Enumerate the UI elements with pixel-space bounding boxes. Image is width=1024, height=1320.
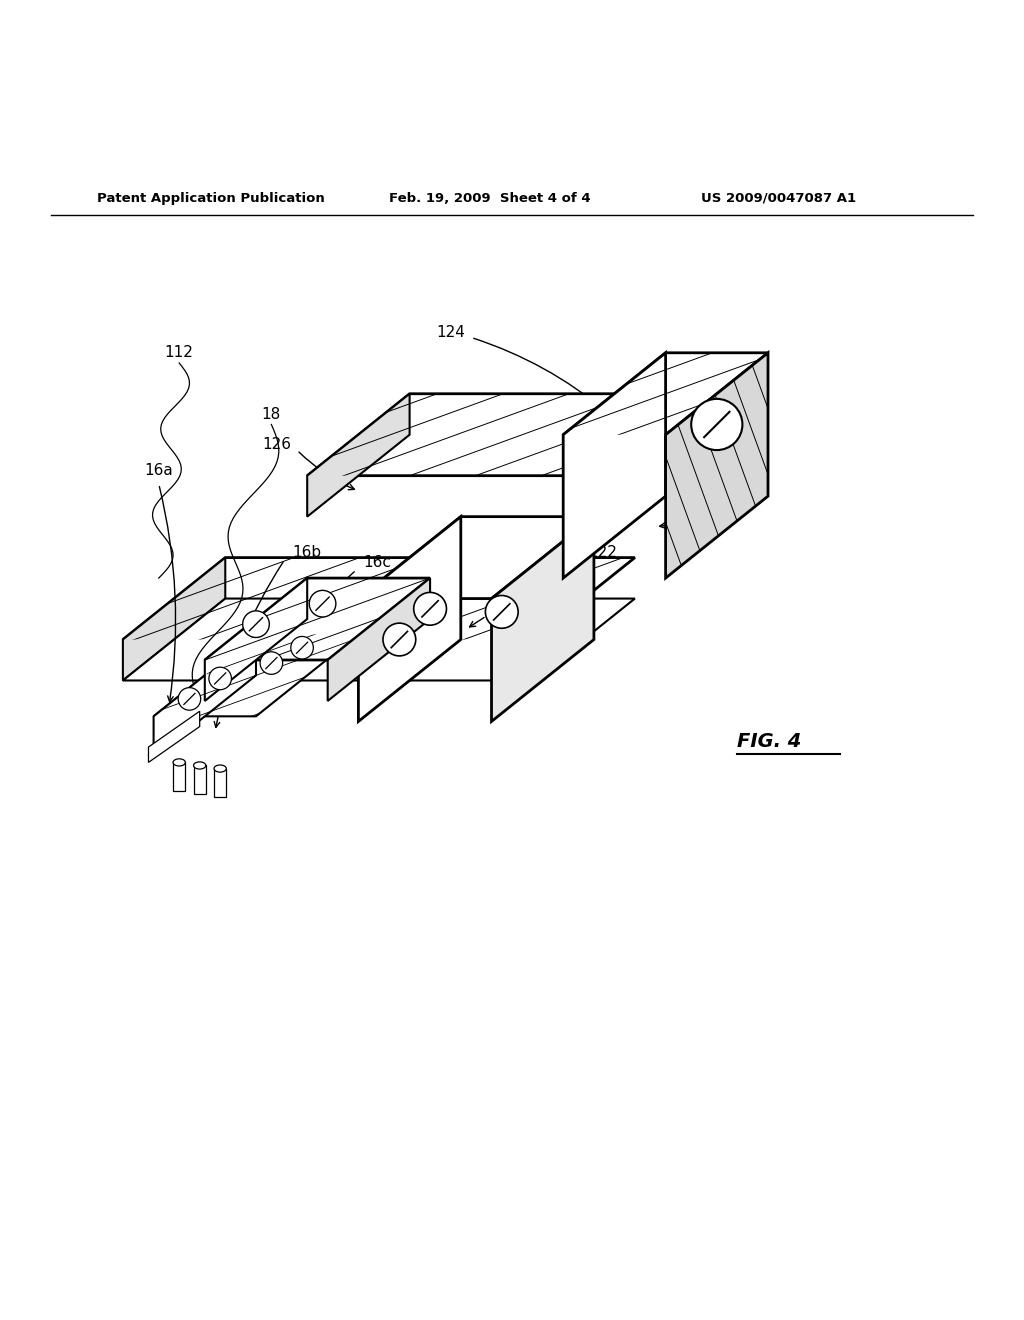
Polygon shape (358, 516, 594, 598)
Text: 16c: 16c (364, 556, 391, 570)
Text: 116: 116 (481, 581, 510, 595)
Circle shape (691, 399, 742, 450)
Text: FIG. 4: FIG. 4 (737, 733, 802, 751)
Text: 124: 124 (436, 325, 465, 339)
Circle shape (309, 590, 336, 616)
Ellipse shape (194, 762, 206, 770)
Text: Feb. 19, 2009  Sheet 4 of 4: Feb. 19, 2009 Sheet 4 of 4 (389, 191, 591, 205)
Text: 122: 122 (589, 545, 617, 560)
Polygon shape (666, 352, 768, 578)
Circle shape (243, 611, 269, 638)
Text: US 2009/0047087 A1: US 2009/0047087 A1 (701, 191, 856, 205)
Polygon shape (154, 635, 256, 758)
Polygon shape (148, 711, 200, 763)
Ellipse shape (214, 766, 226, 772)
Ellipse shape (173, 759, 185, 766)
Polygon shape (563, 352, 666, 578)
Polygon shape (307, 393, 410, 516)
Polygon shape (492, 516, 594, 722)
Polygon shape (123, 598, 635, 681)
Text: 16b: 16b (292, 545, 321, 560)
FancyBboxPatch shape (214, 768, 226, 797)
Circle shape (260, 652, 283, 675)
Polygon shape (154, 635, 358, 717)
Text: 114: 114 (451, 560, 479, 576)
FancyBboxPatch shape (173, 763, 185, 791)
Circle shape (414, 593, 446, 626)
Circle shape (383, 623, 416, 656)
Text: 112: 112 (165, 346, 194, 360)
Polygon shape (358, 516, 461, 722)
Polygon shape (205, 578, 430, 660)
Text: 120: 120 (696, 515, 725, 529)
Circle shape (178, 688, 201, 710)
Text: 126: 126 (262, 437, 291, 453)
Text: 18: 18 (262, 407, 281, 422)
Text: Patent Application Publication: Patent Application Publication (97, 191, 325, 205)
Text: 16a: 16a (144, 463, 173, 478)
Circle shape (291, 636, 313, 659)
Polygon shape (635, 393, 737, 516)
Circle shape (485, 595, 518, 628)
Polygon shape (563, 352, 768, 434)
Polygon shape (307, 393, 737, 475)
Polygon shape (123, 557, 635, 639)
Polygon shape (205, 578, 307, 701)
FancyBboxPatch shape (194, 766, 206, 795)
Polygon shape (328, 578, 430, 701)
Polygon shape (123, 557, 225, 681)
Circle shape (209, 667, 231, 689)
Text: 118: 118 (492, 606, 520, 622)
